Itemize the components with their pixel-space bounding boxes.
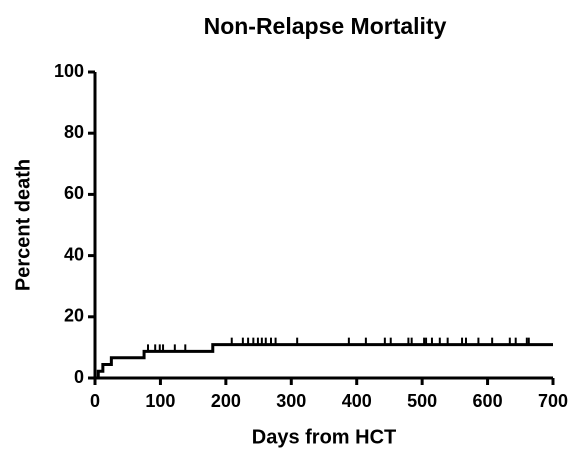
y-tick-label: 20 [64,306,84,326]
y-tick-label: 40 [64,244,84,264]
chart-title: Non-Relapse Mortality [204,13,447,39]
y-tick-label: 80 [64,122,84,142]
y-tick-label: 60 [64,183,84,203]
y-tick-label: 0 [74,367,84,387]
x-tick-label: 600 [473,391,503,411]
x-axis-label: Days from HCT [252,426,396,448]
x-tick-label: 500 [407,391,437,411]
x-tick-label: 300 [276,391,306,411]
x-tick-label: 200 [211,391,241,411]
x-tick-label: 0 [90,391,100,411]
x-tick-label: 100 [145,391,175,411]
curve [95,343,553,380]
x-tick-label: 400 [342,391,372,411]
y-tick-label: 100 [54,61,84,81]
x-tick-label: 700 [538,391,568,411]
y-axis-label: Percent death [12,159,34,291]
